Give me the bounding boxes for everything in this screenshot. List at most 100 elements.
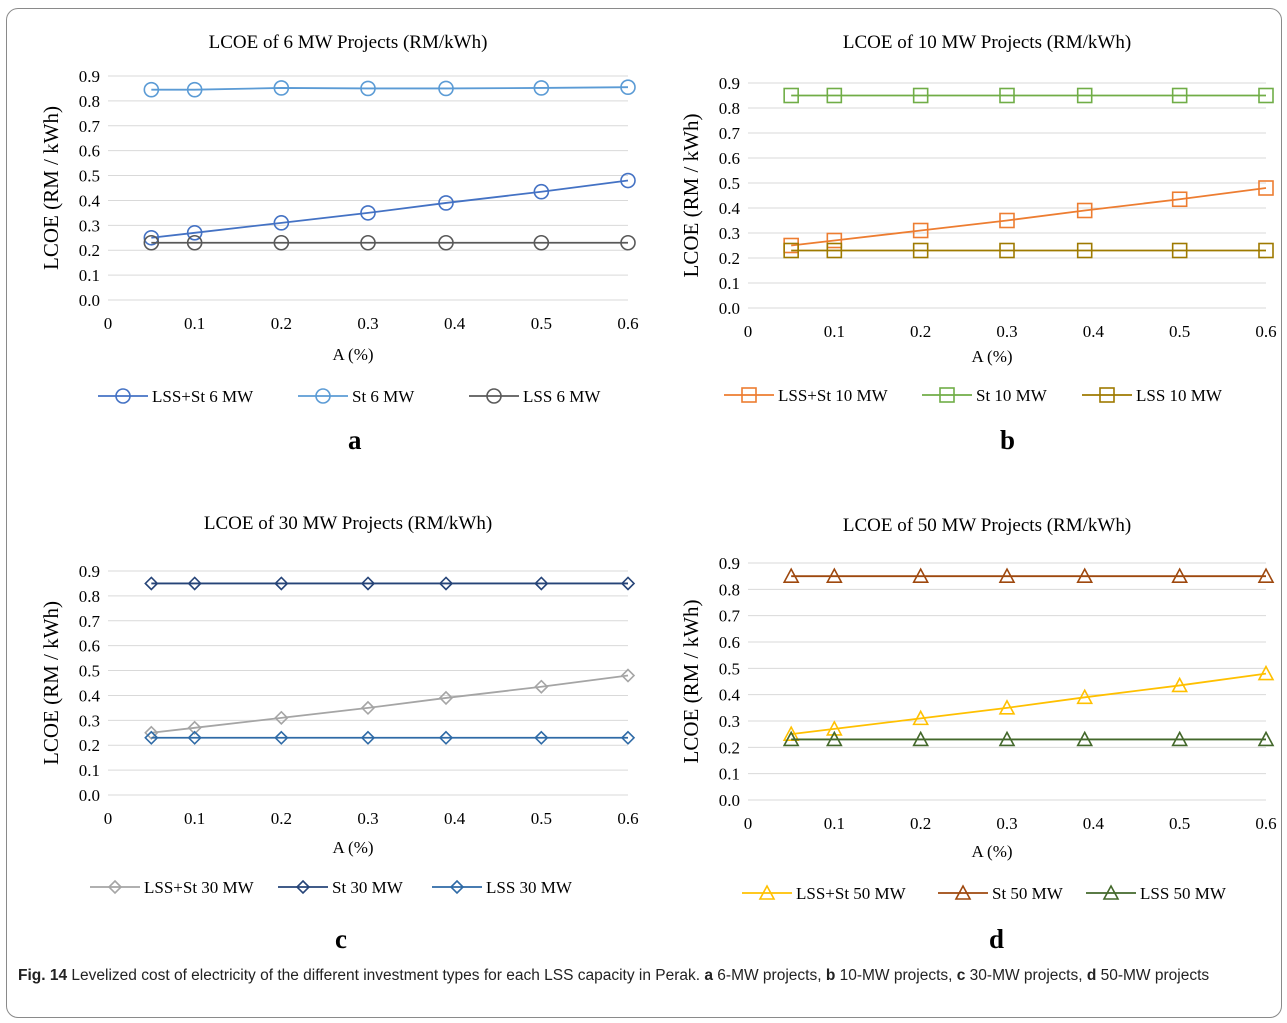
data-point [1258,87,1274,104]
figure-caption: Fig. 14 Levelized cost of electricity of… [18,966,1268,986]
data-point [186,81,203,98]
y-tick-label: 0.9 [719,74,740,93]
y-tick-label: 0.9 [719,554,740,573]
x-tick-label: 0.1 [824,322,845,341]
y-tick-label: 0.6 [79,637,100,656]
data-point [534,730,549,745]
series-line [151,179,629,239]
legend-entry: LSS+St 30 MW [90,878,255,897]
caption-part: Levelized cost of electricity of the dif… [71,967,705,984]
x-tick-label: 0 [744,814,753,833]
y-tick-label: 0.5 [719,174,740,193]
data-point [438,690,454,706]
data-point [620,172,636,189]
data-point [360,576,376,591]
data-point [1076,730,1094,747]
y-tick-label: 0.0 [79,291,100,310]
chart-panel-a: 0.0 0.1 0.2 0.3 0.4 0.5 0.6 0.7 0.8 0.9 0 0.1 0.2 0.3… [14,20,654,420]
caption-part: 50-MW projects [1096,967,1210,984]
data-point [1171,567,1189,583]
caption-part: 10-MW projects, [835,967,957,984]
legend-entry: St 6 MW [298,387,415,406]
data-point [620,234,636,251]
data-point [144,730,159,745]
x-axis-label: A (%) [332,345,373,364]
data-point [826,242,843,259]
y-axis-label: LCOE (RM / kWh) [39,106,63,270]
panel-letter-b: b [1000,425,1016,455]
y-tick-label: 0.8 [719,580,740,599]
x-tick-label: 0.2 [910,322,931,341]
data-point [1171,87,1188,104]
x-tick-label: 0 [104,314,113,333]
y-tick-label: 0.1 [719,765,740,784]
series-line [791,672,1267,736]
chart-panel-b: 0.0 0.1 0.2 0.3 0.4 0.5 0.6 0.7 0.8 0.9 0 0.1 0.2 0.3… [660,20,1285,420]
y-tick-label: 0.9 [79,67,100,86]
series-2 [143,79,636,98]
legend-label: LSS+St 6 MW [152,387,254,406]
data-point [1076,87,1093,104]
chart-svg-a: 0.0 0.1 0.2 0.3 0.4 0.5 0.6 0.7 0.8 0.9 0 0.1 0.2 0.3… [39,32,639,406]
y-axis-label: LCOE (RM / kWh) [679,600,703,764]
y-tick-label: 0.8 [79,587,100,606]
legend-marker [939,387,955,403]
caption-text: Levelized cost of electricity of the dif… [71,967,1209,984]
x-tick-label: 0.4 [1083,322,1105,341]
y-tick-label: 0.8 [79,92,100,111]
y-tick-label: 0.7 [79,117,101,136]
data-point [1257,567,1275,583]
legend-entry: LSS 6 MW [469,387,601,406]
legend-marker [758,884,776,900]
legend-entry: LSS+St 6 MW [98,387,254,406]
legend-entry: St 50 MW [938,884,1064,903]
y-tick-label: 0.0 [719,299,740,318]
data-point [360,205,376,221]
x-tick-label: 0.2 [271,809,292,828]
data-point [438,195,454,211]
data-point [1258,242,1274,259]
legend-label: LSS+St 30 MW [144,878,255,897]
x-tick-label: 0.5 [1169,322,1190,341]
y-axis-label: LCOE (RM / kWh) [679,114,703,278]
legend-label: LSS 30 MW [486,878,573,897]
data-point [1171,730,1189,747]
data-point [1171,191,1188,208]
data-point [999,242,1015,259]
data-point [533,183,550,200]
data-point [998,699,1016,715]
series-3 [143,234,636,251]
series-2 [782,567,1275,583]
figure-frame [6,8,1282,1018]
chart-title: LCOE of 6 MW Projects (RM/kWh) [209,32,488,53]
y-tick-label: 0.0 [79,786,100,805]
legend-label: LSS 6 MW [523,387,601,406]
data-point [438,80,454,97]
data-point [826,232,843,249]
x-tick-label: 0.3 [357,809,378,828]
data-point [144,576,159,591]
data-point [187,720,202,735]
y-tick-label: 0.1 [719,274,740,293]
series-line [791,187,1267,247]
x-tick-label: 0.5 [1169,814,1190,833]
data-point [143,234,160,251]
y-tick-label: 0.3 [719,712,740,731]
chart-panel-c: 0.0 0.1 0.2 0.3 0.4 0.5 0.6 0.7 0.8 0.9 0 0.1 0.2 0.3… [14,502,654,912]
legend-marker [115,388,131,404]
legend-marker [1102,884,1120,900]
caption-part: a [704,967,713,984]
y-tick-label: 0.4 [719,199,741,218]
data-point [825,720,843,736]
legend-marker [954,884,972,900]
panel-letter-c: c [335,924,347,954]
data-point [273,215,290,231]
data-point [620,668,636,683]
data-point [360,234,376,251]
data-point [274,730,289,745]
data-point [912,709,930,726]
legend-marker [295,879,311,895]
series-line [151,86,629,91]
series-1 [783,180,1274,254]
y-tick-label: 0.1 [79,266,100,285]
